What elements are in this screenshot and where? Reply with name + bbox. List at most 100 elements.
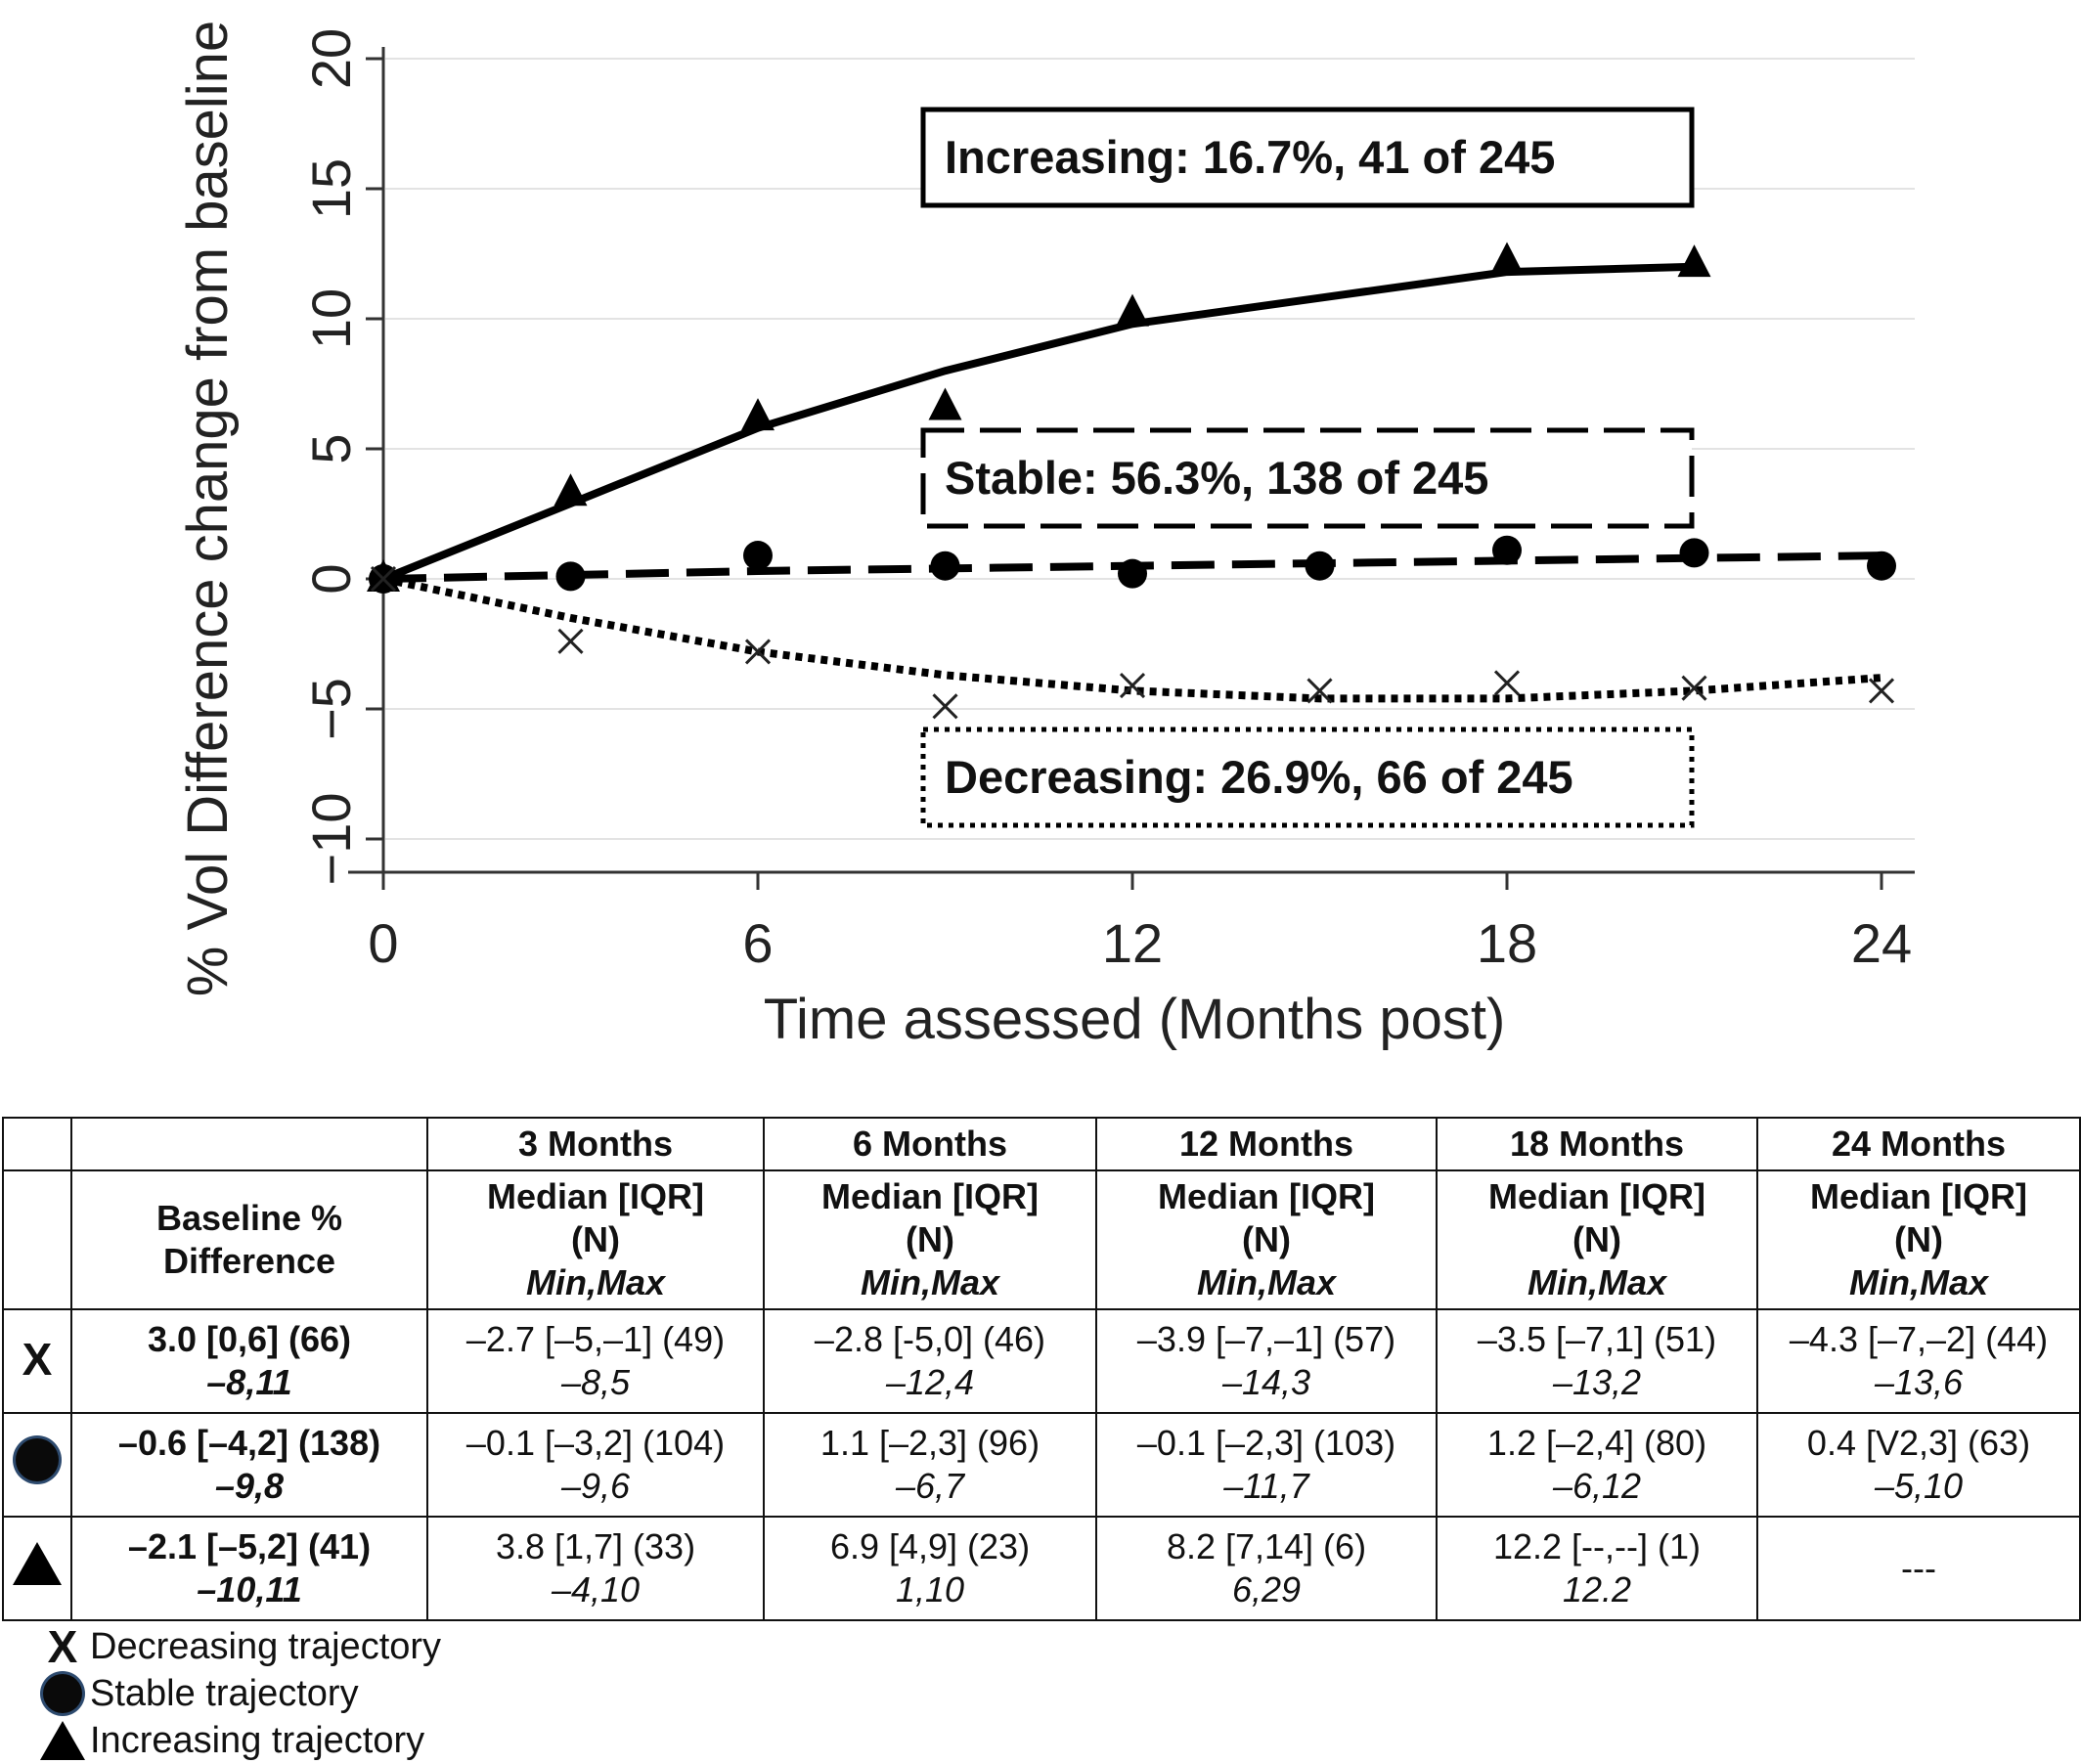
table-cell: –4.3 [–7,–2] (44) –13,6 xyxy=(1756,1308,2081,1414)
table-corner-cell xyxy=(2,1117,72,1171)
y-tick-label: −5 xyxy=(300,678,362,740)
x-tick-label: 6 xyxy=(742,912,773,974)
stable-point xyxy=(1305,551,1335,581)
header-6-months: 6 Months xyxy=(763,1117,1097,1171)
x-axis-title: Time assessed (Months post) xyxy=(764,988,1506,1051)
y-tick-label: 10 xyxy=(300,288,362,349)
decreasing-point xyxy=(744,639,772,665)
table-cell: 12.2 [--,--] (1) 12.2 xyxy=(1436,1516,1758,1621)
legend-label-decreasing: Decreasing trajectory xyxy=(90,1625,442,1667)
annotation-dashed: Stable: 56.3%, 138 of 245 xyxy=(920,427,1695,529)
increasing-point xyxy=(1677,244,1711,278)
table-row-decreasing: X 3.0 [0,6] (66) –8,11 –2.7 [–5,–1] (49) –… xyxy=(2,1308,2081,1414)
table-cell: 1.1 [–2,3] (96) –6,7 xyxy=(763,1412,1097,1518)
legend-label-stable: Stable trajectory xyxy=(90,1672,359,1714)
table-blank-header xyxy=(70,1117,428,1171)
triangle-icon xyxy=(35,1721,90,1760)
axes: −10 −5 0 5 10 15 20 0 6 12 18 24 xyxy=(300,28,1915,974)
stable-point xyxy=(1679,538,1709,568)
trajectory-chart: −10 −5 0 5 10 15 20 0 6 12 18 24 Increasing: 16.7%,… xyxy=(176,21,1915,1051)
table-cell: 6.9 [4,9] (23) 1,10 xyxy=(763,1516,1097,1621)
table-cell: –3.5 [–7,1] (51) –13,2 xyxy=(1436,1308,1758,1414)
table-cell: –2.8 [-5,0] (46) –12,4 xyxy=(763,1308,1097,1414)
decreasing-point xyxy=(370,565,397,593)
header-3-months: 3 Months xyxy=(426,1117,765,1171)
annotation-text: Stable: 56.3%, 138 of 245 xyxy=(945,452,1488,504)
table-cell: 0.4 [V2,3] (63) –5,10 xyxy=(1756,1412,2081,1518)
decreasing-point xyxy=(932,693,958,720)
increasing-point xyxy=(928,387,962,420)
increasing-point xyxy=(1490,242,1524,275)
legend-item-stable: Stable trajectory xyxy=(35,1670,441,1717)
header-18-months: 18 Months xyxy=(1436,1117,1758,1171)
y-tick-label: 15 xyxy=(300,158,362,219)
y-tick-label: 0 xyxy=(300,563,362,594)
x-tick-label: 18 xyxy=(1477,912,1537,974)
stat-header: Median [IQR] (N) Min,Max xyxy=(1095,1169,1438,1310)
table-subheader-row: Baseline % Difference Median [IQR] (N) Min… xyxy=(2,1169,2081,1310)
triangle-symbol-icon xyxy=(2,1516,72,1621)
stable-point xyxy=(1118,558,1147,589)
annotation-solid: Increasing: 16.7%, 41 of 245 xyxy=(920,107,1695,208)
table-cell: –2.7 [–5,–1] (49) –8,5 xyxy=(426,1308,765,1414)
table-cell: –0.1 [–3,2] (104) –9,6 xyxy=(426,1412,765,1518)
x-icon: X xyxy=(47,1621,78,1672)
decreasing-point xyxy=(557,628,584,654)
legend-item-increasing: Increasing trajectory xyxy=(35,1717,441,1764)
x-mark-stroke xyxy=(557,628,584,654)
stable-point xyxy=(930,551,960,581)
increasing-point xyxy=(553,473,588,507)
y-tick-label: −10 xyxy=(300,793,362,886)
x-mark-stroke xyxy=(744,639,772,665)
x-mark-stroke xyxy=(932,693,958,720)
annotation-text: Decreasing: 26.9%, 66 of 245 xyxy=(945,751,1573,803)
x-mark-stroke xyxy=(1868,678,1895,704)
baseline-header: Baseline % Difference xyxy=(70,1169,428,1310)
stable-point xyxy=(743,541,773,571)
table-row-increasing: –2.1 [–5,2] (41) –10,11 3.8 [1,7] (33) –4,… xyxy=(2,1516,2081,1621)
decreasing-point xyxy=(1493,670,1521,696)
series xyxy=(367,242,1896,720)
header-24-months: 24 Months xyxy=(1756,1117,2081,1171)
y-tick-label: 5 xyxy=(300,433,362,463)
annotation-text: Increasing: 16.7%, 41 of 245 xyxy=(945,131,1555,183)
baseline-header-line-2: Difference xyxy=(162,1241,336,1281)
table-subheader-blank xyxy=(2,1169,72,1310)
baseline-cell: –2.1 [–5,2] (41) –10,11 xyxy=(70,1516,428,1621)
increasing-fit-line xyxy=(381,262,1695,583)
table-cell: 8.2 [7,14] (6) 6,29 xyxy=(1095,1516,1438,1621)
x-mark-stroke xyxy=(1306,678,1333,704)
x-mark-stroke xyxy=(1119,672,1146,699)
baseline-cell: 3.0 [0,6] (66) –8,11 xyxy=(70,1308,428,1414)
x-mark-stroke xyxy=(1681,675,1707,701)
x-symbol-icon: X xyxy=(2,1308,72,1414)
annotation-dotted: Decreasing: 26.9%, 66 of 245 xyxy=(920,727,1695,828)
baseline-header-line-1: Baseline % xyxy=(155,1198,343,1238)
x-tick-label: 24 xyxy=(1851,912,1912,974)
stable-point xyxy=(1867,551,1896,581)
baseline-cell: –0.6 [–4,2] (138) –9,8 xyxy=(70,1412,428,1518)
table-header-row: 3 Months 6 Months 12 Months 18 Months 24… xyxy=(2,1117,2081,1171)
annotation-box xyxy=(920,427,1695,529)
decreasing-point xyxy=(1119,672,1146,699)
x-mark-stroke xyxy=(370,565,397,593)
circle-symbol-icon xyxy=(2,1412,72,1518)
legend-item-decreasing: X Decreasing trajectory xyxy=(35,1621,442,1672)
decreasing-fit-line xyxy=(382,575,1882,703)
decreasing-point xyxy=(1868,678,1895,704)
stat-header: Median [IQR] (N) Min,Max xyxy=(763,1169,1097,1310)
stable-point xyxy=(1492,535,1522,565)
decreasing-point xyxy=(1306,678,1333,704)
table-row-stable: –0.6 [–4,2] (138) –9,8 –0.1 [–3,2] (104) –… xyxy=(2,1412,2081,1518)
circle-icon xyxy=(35,1674,90,1713)
x-mark-stroke xyxy=(1493,670,1521,696)
annotation-box xyxy=(920,107,1695,208)
decreasing-point xyxy=(1681,675,1707,701)
stat-header: Median [IQR] (N) Min,Max xyxy=(1436,1169,1758,1310)
y-tick-label: 20 xyxy=(300,28,362,89)
table-cell: 1.2 [–2,4] (80) –6,12 xyxy=(1436,1412,1758,1518)
table-cell: --- xyxy=(1756,1516,2081,1621)
legend: X Decreasing trajectory Stable trajector… xyxy=(35,1621,442,1764)
y-axis-title: % Vol Difference change from baseline xyxy=(176,21,240,996)
increasing-point xyxy=(741,398,775,431)
